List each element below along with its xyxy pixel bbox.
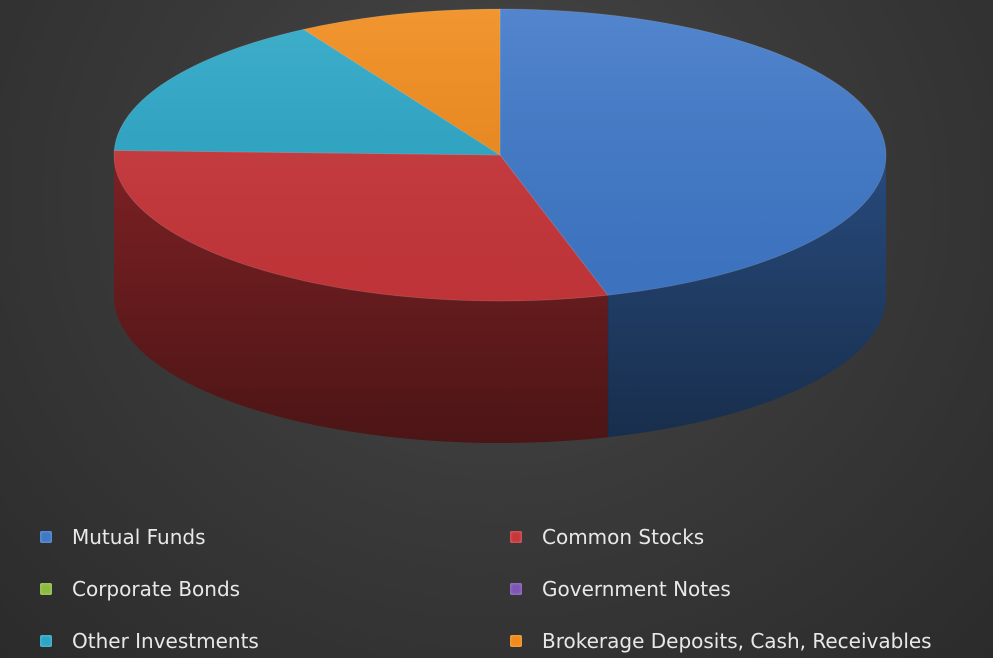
legend-item-government-notes: Government Notes — [510, 572, 990, 606]
legend-swatch-mutual-funds — [40, 531, 52, 543]
legend-item-corporate-bonds: Corporate Bonds — [40, 572, 510, 606]
pie-top-sheen — [114, 9, 886, 301]
pie-tops — [113, 8, 887, 302]
pie-chart — [113, 8, 887, 443]
pie-sides — [114, 155, 886, 443]
pie-side-mutual-funds — [607, 155, 886, 438]
legend-swatch-corporate-bonds — [40, 583, 52, 595]
legend-label-other-investments: Other Investments — [72, 629, 259, 653]
legend-label-mutual-funds: Mutual Funds — [72, 525, 206, 549]
legend-label-government-notes: Government Notes — [542, 577, 731, 601]
legend-item-mutual-funds: Mutual Funds — [40, 520, 510, 554]
legend-label-common-stocks: Common Stocks — [542, 525, 705, 549]
pie-side-common-stocks — [114, 155, 608, 443]
legend-item-common-stocks: Common Stocks — [510, 520, 990, 554]
legend-swatch-government-notes — [510, 583, 522, 595]
legend-swatch-other-investments — [40, 635, 52, 647]
legend: Mutual Funds Common Stocks Corporate Bon… — [40, 520, 990, 658]
legend-label-brokerage-deposits: Brokerage Deposits, Cash, Receivables — [542, 629, 932, 653]
legend-swatch-common-stocks — [510, 531, 522, 543]
legend-label-corporate-bonds: Corporate Bonds — [72, 577, 241, 601]
legend-item-other-investments: Other Investments — [40, 624, 510, 658]
legend-item-brokerage-deposits: Brokerage Deposits, Cash, Receivables — [510, 624, 990, 658]
legend-swatch-brokerage-deposits — [510, 635, 522, 647]
